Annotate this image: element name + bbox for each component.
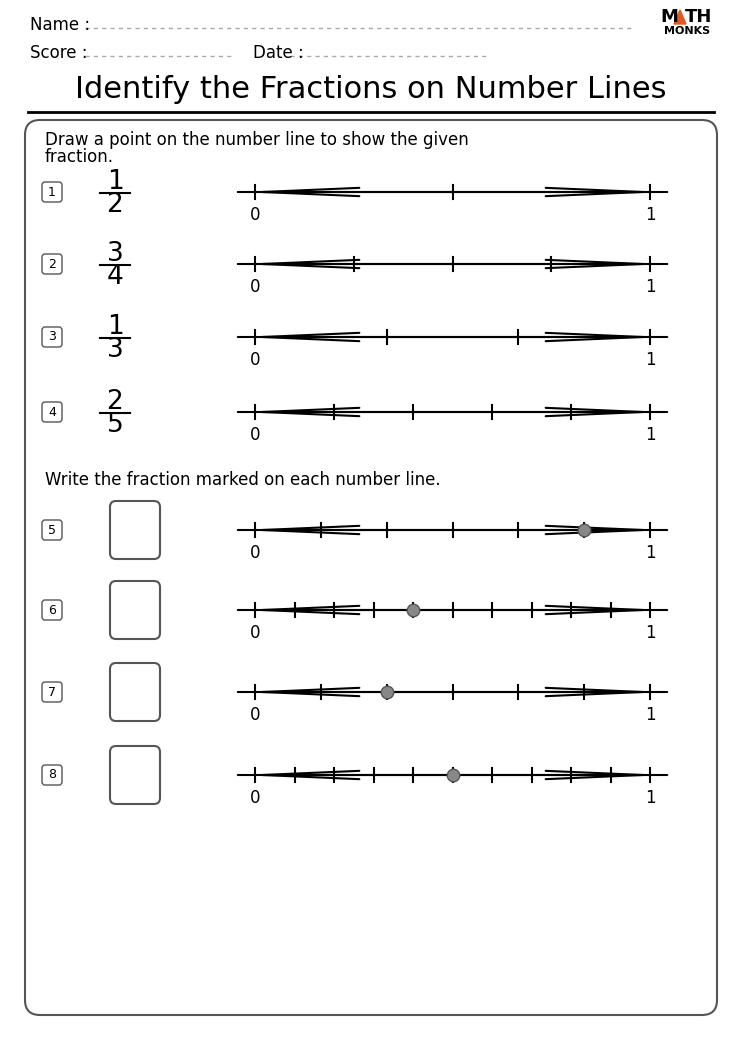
Text: 0: 0 [250, 278, 260, 296]
Text: 1: 1 [645, 624, 655, 642]
FancyBboxPatch shape [25, 120, 717, 1015]
Text: 1: 1 [48, 186, 56, 198]
Text: 6: 6 [48, 604, 56, 616]
Text: Score :: Score : [30, 44, 88, 62]
Text: Write the fraction marked on each number line.: Write the fraction marked on each number… [45, 471, 441, 489]
Text: 5: 5 [107, 412, 123, 438]
FancyBboxPatch shape [110, 581, 160, 639]
Text: M: M [660, 8, 678, 26]
Text: fraction.: fraction. [45, 148, 114, 166]
Text: 4: 4 [107, 264, 123, 290]
Text: 0: 0 [250, 206, 260, 224]
Text: 1: 1 [107, 169, 123, 195]
FancyBboxPatch shape [42, 765, 62, 785]
Text: 5: 5 [48, 524, 56, 537]
Text: 0: 0 [250, 426, 260, 444]
FancyBboxPatch shape [42, 182, 62, 202]
FancyBboxPatch shape [42, 600, 62, 620]
Text: 8: 8 [48, 769, 56, 781]
Text: Date :: Date : [253, 44, 303, 62]
Text: 1: 1 [107, 314, 123, 340]
Text: MONKS: MONKS [664, 26, 710, 36]
Text: 3: 3 [107, 242, 123, 267]
Text: 3: 3 [107, 337, 123, 363]
Text: 0: 0 [250, 544, 260, 562]
Text: 0: 0 [250, 624, 260, 642]
FancyBboxPatch shape [110, 746, 160, 804]
FancyBboxPatch shape [110, 663, 160, 721]
FancyBboxPatch shape [42, 327, 62, 346]
Text: Draw a point on the number line to show the given: Draw a point on the number line to show … [45, 131, 469, 149]
Text: 1: 1 [645, 351, 655, 369]
Text: TH: TH [685, 8, 712, 26]
Text: 4: 4 [48, 405, 56, 419]
FancyBboxPatch shape [42, 402, 62, 422]
FancyBboxPatch shape [42, 254, 62, 274]
Text: 2: 2 [107, 388, 123, 415]
Text: 1: 1 [645, 706, 655, 724]
Text: 0: 0 [250, 789, 260, 807]
Text: 2: 2 [48, 257, 56, 271]
FancyBboxPatch shape [42, 520, 62, 540]
Text: 0: 0 [250, 706, 260, 724]
Text: 1: 1 [645, 206, 655, 224]
Text: 1: 1 [645, 789, 655, 807]
Text: Identify the Fractions on Number Lines: Identify the Fractions on Number Lines [75, 76, 667, 105]
Text: 0: 0 [250, 351, 260, 369]
FancyBboxPatch shape [110, 501, 160, 559]
Text: 2: 2 [107, 192, 123, 218]
FancyBboxPatch shape [42, 682, 62, 702]
Text: 3: 3 [48, 331, 56, 343]
Text: 7: 7 [48, 686, 56, 698]
Text: 1: 1 [645, 278, 655, 296]
Text: 1: 1 [645, 426, 655, 444]
Text: 1: 1 [645, 544, 655, 562]
Text: Name :: Name : [30, 16, 90, 34]
Polygon shape [674, 10, 686, 24]
